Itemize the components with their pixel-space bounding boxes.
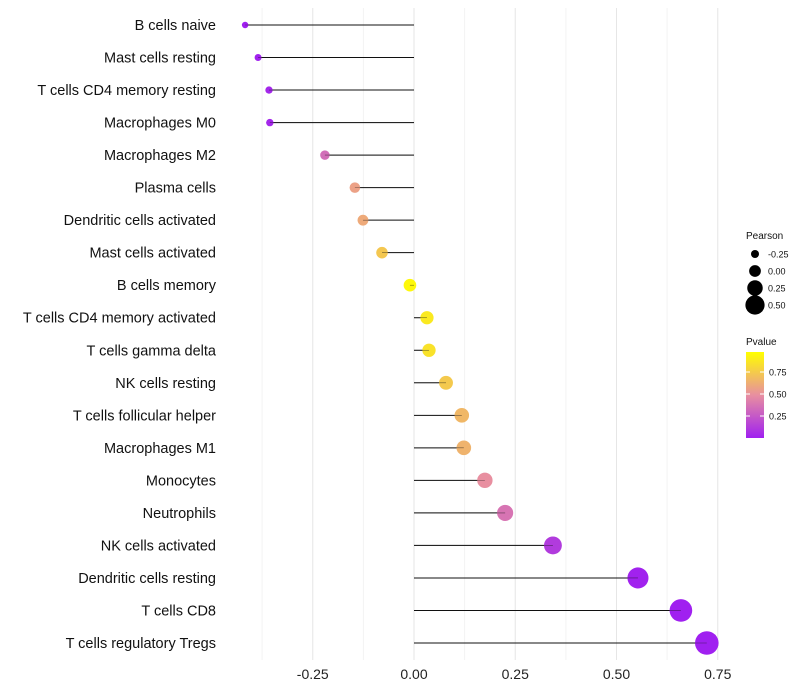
legend-size-dot bbox=[747, 280, 763, 296]
category-label: NK cells activated bbox=[101, 538, 216, 554]
legend-size-label: -0.25 bbox=[768, 250, 789, 260]
legend-size-dot bbox=[749, 265, 761, 277]
category-label: NK cells resting bbox=[115, 376, 216, 392]
category-label: T cells CD4 memory resting bbox=[37, 83, 216, 99]
x-tick-label: 0.75 bbox=[704, 666, 731, 682]
category-label: T cells CD4 memory activated bbox=[23, 311, 216, 327]
category-label: T cells gamma delta bbox=[87, 343, 217, 359]
legend-color-label: 0.75 bbox=[769, 368, 787, 378]
x-tick-label: 0.00 bbox=[400, 666, 427, 682]
x-tick-label: 0.50 bbox=[603, 666, 630, 682]
x-tick-label: -0.25 bbox=[297, 666, 329, 682]
legend-size-title: Pearson bbox=[746, 231, 783, 242]
category-label: Plasma cells bbox=[135, 181, 216, 197]
legend-color-title: Pvalue bbox=[746, 337, 777, 348]
category-label: T cells regulatory Tregs bbox=[66, 636, 216, 652]
legend-size-label: 0.00 bbox=[768, 267, 786, 277]
category-label: Macrophages M0 bbox=[104, 116, 216, 132]
category-label: Macrophages M2 bbox=[104, 148, 216, 164]
category-label: T cells CD8 bbox=[141, 603, 216, 619]
legend-size-label: 0.50 bbox=[768, 301, 786, 311]
category-label: Monocytes bbox=[146, 473, 216, 489]
category-label: Dendritic cells activated bbox=[64, 213, 216, 229]
lollipop-point bbox=[420, 311, 434, 325]
legend-size-dot bbox=[751, 250, 759, 258]
legend-colorbar bbox=[746, 352, 764, 438]
legend-color-label: 0.25 bbox=[769, 412, 787, 422]
category-label: T cells follicular helper bbox=[73, 408, 216, 424]
category-label: Neutrophils bbox=[143, 506, 216, 522]
category-label: B cells naive bbox=[135, 18, 216, 34]
category-label: Mast cells resting bbox=[104, 51, 216, 67]
legend-size-dot bbox=[745, 295, 765, 315]
category-label: B cells memory bbox=[117, 278, 217, 294]
category-label: Dendritic cells resting bbox=[78, 571, 216, 587]
category-label: Mast cells activated bbox=[89, 246, 216, 262]
category-label: Macrophages M1 bbox=[104, 441, 216, 457]
legend-size-label: 0.25 bbox=[768, 284, 786, 294]
legend-color-label: 0.50 bbox=[769, 390, 787, 400]
x-tick-label: 0.25 bbox=[502, 666, 529, 682]
